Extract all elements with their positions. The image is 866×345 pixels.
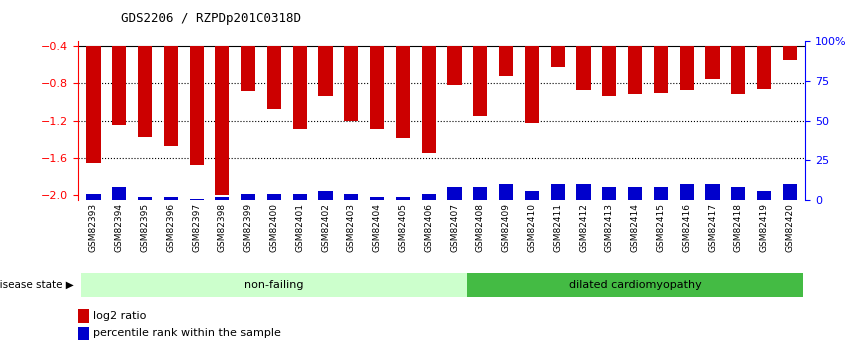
Bar — [731, 187, 746, 200]
Bar — [267, 46, 281, 109]
Bar — [551, 46, 565, 67]
Bar — [680, 184, 694, 200]
Bar — [757, 46, 772, 89]
Bar — [267, 194, 281, 200]
Bar — [216, 46, 229, 195]
Text: non-failing: non-failing — [244, 280, 304, 289]
Bar — [654, 46, 668, 93]
Bar — [628, 46, 643, 94]
Bar — [525, 46, 539, 122]
Bar — [602, 187, 617, 200]
Bar — [78, 309, 88, 323]
Bar — [499, 46, 514, 76]
Bar — [783, 184, 797, 200]
Bar — [396, 197, 410, 200]
Bar — [448, 46, 462, 85]
Bar — [87, 194, 100, 200]
Bar — [370, 197, 385, 200]
Bar — [241, 194, 255, 200]
Bar — [164, 46, 178, 146]
Bar — [551, 184, 565, 200]
Bar — [241, 46, 255, 91]
Bar — [78, 327, 88, 340]
Bar — [525, 190, 539, 200]
Bar — [680, 46, 694, 90]
Bar — [190, 46, 204, 165]
Bar — [138, 46, 152, 137]
Bar — [396, 46, 410, 138]
Bar — [706, 184, 720, 200]
Bar — [499, 184, 514, 200]
Text: percentile rank within the sample: percentile rank within the sample — [94, 328, 281, 338]
Bar — [87, 46, 100, 163]
Bar — [468, 273, 803, 297]
Bar — [112, 187, 126, 200]
Bar — [422, 194, 436, 200]
Bar — [422, 46, 436, 154]
Bar — [448, 187, 462, 200]
Bar — [112, 46, 126, 126]
Bar — [602, 46, 617, 96]
Bar — [319, 46, 333, 96]
Bar — [293, 194, 307, 200]
Bar — [293, 46, 307, 129]
Bar — [370, 46, 385, 129]
Bar — [577, 184, 591, 200]
Bar — [628, 187, 643, 200]
Bar — [190, 198, 204, 200]
Text: dilated cardiomyopathy: dilated cardiomyopathy — [569, 280, 701, 289]
Bar — [706, 46, 720, 79]
Bar — [473, 46, 488, 116]
Text: log2 ratio: log2 ratio — [94, 311, 146, 321]
Bar — [138, 197, 152, 200]
Bar — [654, 187, 668, 200]
Bar — [81, 273, 468, 297]
Text: GDS2206 / RZPDp201C0318D: GDS2206 / RZPDp201C0318D — [121, 12, 301, 25]
Bar — [731, 46, 746, 94]
Bar — [473, 187, 488, 200]
Bar — [216, 197, 229, 200]
Text: disease state ▶: disease state ▶ — [0, 280, 74, 289]
Bar — [783, 46, 797, 60]
Bar — [345, 46, 359, 121]
Bar — [757, 190, 772, 200]
Bar — [345, 194, 359, 200]
Bar — [577, 46, 591, 90]
Bar — [164, 197, 178, 200]
Bar — [319, 190, 333, 200]
